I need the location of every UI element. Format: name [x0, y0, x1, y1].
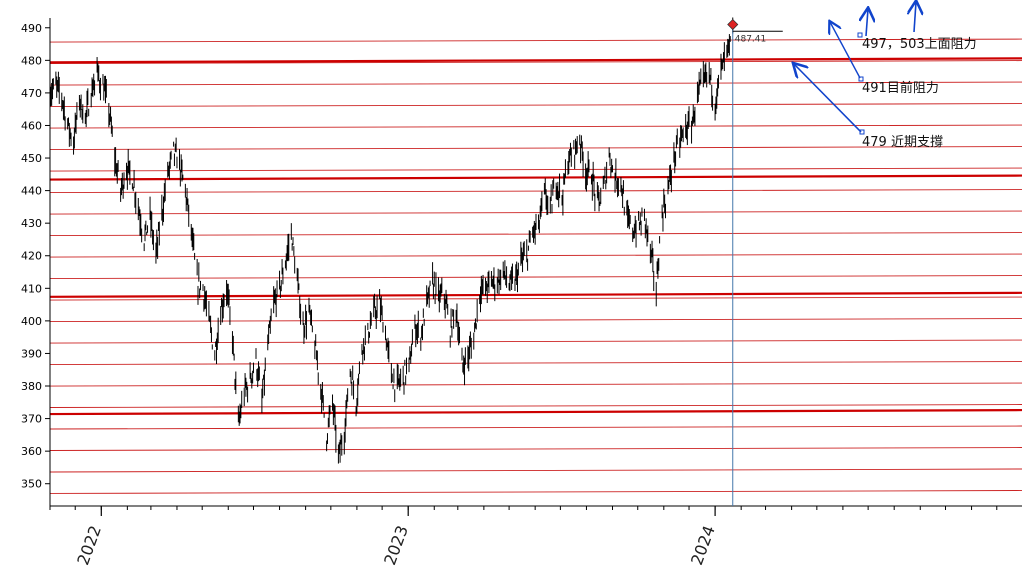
horizontal-lines: [49, 38, 1023, 494]
arrow-up-497: [866, 9, 868, 37]
ref-line-12: [49, 232, 1023, 237]
arrow-up-503: [914, 2, 916, 33]
ref-line-21: [49, 38, 1023, 43]
ref-line-20: [49, 60, 1023, 65]
ref-line-8: [49, 318, 1023, 322]
y-tick-label-450: 450: [21, 152, 42, 165]
high-marker: [727, 18, 739, 31]
ref-line-5: [49, 382, 1023, 387]
ref-line-thick-2: [49, 291, 1023, 298]
ref-line-15: [49, 167, 1023, 172]
ref-line-thick-1: [49, 174, 1023, 181]
ref-line-16: [49, 146, 1023, 151]
y-tick-label-480: 480: [21, 54, 42, 67]
y-tick-label-410: 410: [21, 282, 42, 295]
ref-line-7: [49, 339, 1023, 344]
price-bars: [49, 17, 734, 464]
ref-line-18: [49, 103, 1023, 108]
y-tick-label-390: 390: [21, 347, 42, 360]
ref-line-9: [49, 296, 1023, 301]
ref-line-thick-3: [49, 408, 1023, 416]
ref-line-11: [49, 253, 1023, 258]
arrow-479: [794, 64, 862, 133]
y-tick-label-400: 400: [21, 315, 42, 328]
ref-line-3: [49, 425, 1023, 430]
last-price-label: 487.41: [735, 34, 767, 44]
ref-line-0: [49, 490, 1023, 494]
y-tick-label-430: 430: [21, 217, 42, 230]
y-tick-label-470: 470: [21, 87, 42, 100]
ref-line-thick-0: [49, 57, 1023, 64]
ref-line-10: [49, 275, 1023, 279]
y-tick-label-440: 440: [21, 185, 42, 198]
ref-line-19: [49, 81, 1023, 86]
x-tick-label-2023: 2023: [380, 523, 412, 568]
y-tick-label-380: 380: [21, 380, 42, 393]
x-tick-label-2024: 2024: [687, 523, 719, 568]
anchor-upper: [857, 32, 863, 38]
ref-line-4: [49, 404, 1023, 408]
annotation-resistance-current: 491目前阻力: [862, 80, 939, 96]
ref-line-6: [49, 361, 1023, 365]
anchor-491: [858, 76, 864, 82]
ref-line-14: [49, 189, 1023, 194]
y-tick-label-360: 360: [21, 445, 42, 458]
ref-line-13: [49, 210, 1023, 215]
y-tick-label-420: 420: [21, 250, 42, 263]
arrow-491: [830, 22, 861, 79]
ref-line-1: [49, 468, 1023, 473]
y-tick-label-460: 460: [21, 119, 42, 132]
y-tick-label-490: 490: [21, 22, 42, 35]
annotation-support: 479 近期支撐: [862, 135, 943, 150]
ref-line-17: [49, 124, 1023, 129]
y-tick-label-370: 370: [21, 413, 42, 426]
annotations-layer: 487.41 497，503上面阻力 491目前阻力 479 近期支撐: [727, 2, 977, 506]
annotation-resistance-upper: 497，503上面阻力: [862, 37, 977, 52]
y-tick-label-350: 350: [21, 478, 42, 491]
ref-line-2: [49, 447, 1023, 451]
x-tick-label-2022: 2022: [73, 523, 105, 568]
